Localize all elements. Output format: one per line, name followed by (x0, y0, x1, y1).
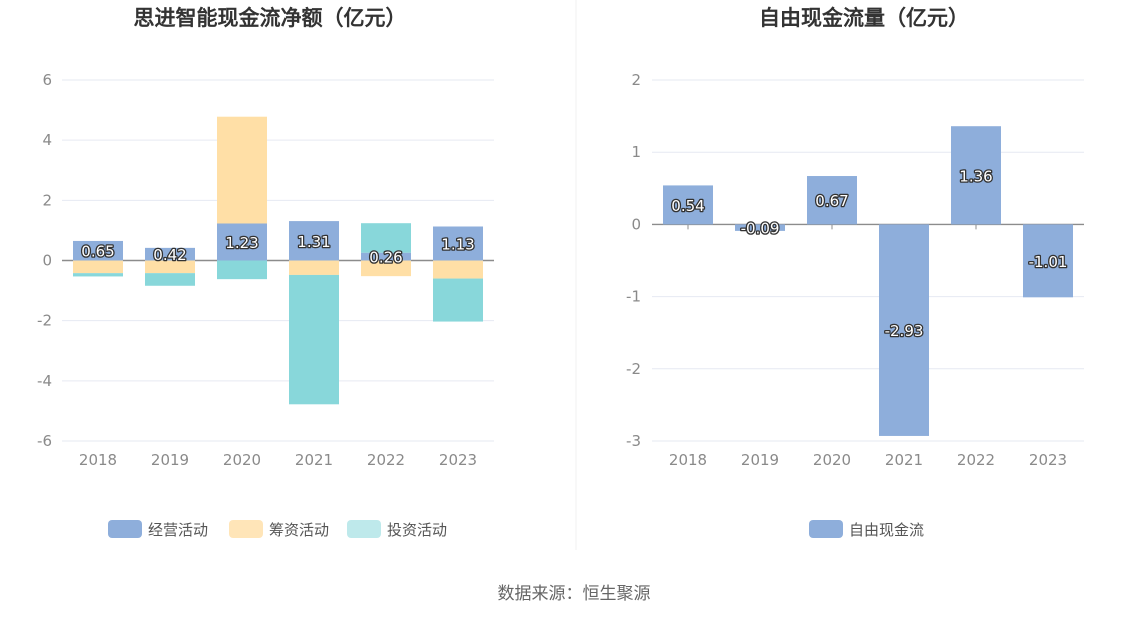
data-label: 1.31 (297, 233, 330, 251)
bar-筹资活动-2022 (361, 260, 411, 277)
y-tick-label: 6 (42, 71, 52, 89)
y-tick-label: 0 (42, 252, 52, 270)
y-tick-label: -3 (626, 432, 641, 450)
bar-自由现金流-2021 (879, 224, 929, 436)
bar-投资活动-2021 (289, 274, 339, 405)
bar-投资活动-2023 (433, 278, 483, 322)
data-label: -0.09 (741, 220, 780, 238)
bar-投资活动-2019 (145, 273, 195, 286)
y-tick-label: 4 (42, 131, 52, 149)
data-label: -2.93 (885, 322, 924, 340)
y-tick-label: 2 (631, 71, 641, 89)
y-tick-label: -4 (37, 372, 52, 390)
chart-title: 思进智能现金流净额（亿元） (134, 6, 407, 30)
cash-flow-net-chart: 思进智能现金流净额（亿元） 6 4 2 0 -2 -4 -6 2018 2019 2020 2021… (37, 6, 494, 539)
x-tick-label: 2022 (367, 451, 405, 469)
bar-筹资活动-2021 (289, 260, 339, 275)
data-label: 1.13 (441, 236, 474, 254)
bar-自由现金流-2019 (735, 224, 785, 231)
bar-自由现金流-2023 (1023, 224, 1073, 298)
x-tick-label: 2020 (223, 451, 261, 469)
x-tick-label: 2018 (669, 451, 707, 469)
x-tick-label: 2019 (151, 451, 189, 469)
x-tick-label: 2020 (813, 451, 851, 469)
bar-经营活动-2018 (73, 240, 123, 261)
data-label: -1.01 (1029, 253, 1068, 271)
x-tick-label: 2019 (741, 451, 779, 469)
y-tick-label: 2 (42, 191, 52, 209)
data-label: 0.54 (671, 197, 704, 215)
y-tick-label: 1 (631, 143, 641, 161)
bar-筹资活动-2018 (73, 260, 123, 274)
data-label: 1.23 (225, 234, 258, 252)
bar-投资活动-2020 (217, 260, 267, 280)
legend-label: 筹资活动 (269, 521, 329, 539)
data-label: 0.42 (153, 246, 186, 264)
x-tick-label: 2021 (885, 451, 923, 469)
y-tick-label: 0 (631, 215, 641, 233)
bar-经营活动-2019 (145, 247, 195, 261)
x-tick-label: 2023 (439, 451, 477, 469)
x-tick-label: 2022 (957, 451, 995, 469)
x-tick-label: 2018 (79, 451, 117, 469)
y-tick-label: -6 (37, 432, 52, 450)
data-label: 0.26 (369, 249, 402, 267)
bar-投资活动-2018 (73, 273, 123, 277)
bar-自由现金流-2020 (807, 176, 857, 225)
bar-筹资活动-2023 (433, 260, 483, 279)
data-label: 0.67 (815, 192, 848, 210)
x-tick-label: 2023 (1029, 451, 1067, 469)
legend-label: 经营活动 (148, 521, 208, 539)
legend-swatch (229, 520, 263, 538)
bar-经营活动-2023 (433, 226, 483, 261)
bar-经营活动-2021 (289, 221, 339, 261)
bar-投资活动-2022 (361, 223, 411, 253)
legend-label: 自由现金流 (849, 521, 924, 539)
data-label: 1.36 (959, 167, 992, 185)
legend-label: 投资活动 (387, 521, 447, 539)
y-tick-label: -1 (626, 288, 641, 306)
bar-自由现金流-2018 (663, 185, 713, 225)
y-tick-label: -2 (37, 312, 52, 330)
bar-筹资活动-2020 (217, 116, 267, 224)
bar-自由现金流-2022 (951, 126, 1001, 225)
legend-swatch (347, 520, 381, 538)
bar-经营活动-2022 (361, 252, 411, 261)
free-cash-flow-chart: 自由现金流量（亿元） 2 1 0 -1 -2 -3 2018 2019 2020 2021 2022… (626, 6, 1084, 539)
y-tick-label: -2 (626, 360, 641, 378)
chart-title: 自由现金流量（亿元） (759, 6, 969, 30)
bar-经营活动-2020 (217, 223, 267, 261)
legend-swatch (108, 520, 142, 538)
data-label: 0.65 (81, 243, 114, 261)
bar-筹资活动-2019 (145, 260, 195, 274)
data-source-note: 数据来源：恒生聚源 (498, 584, 651, 604)
x-tick-label: 2021 (295, 451, 333, 469)
legend-swatch (809, 520, 843, 538)
